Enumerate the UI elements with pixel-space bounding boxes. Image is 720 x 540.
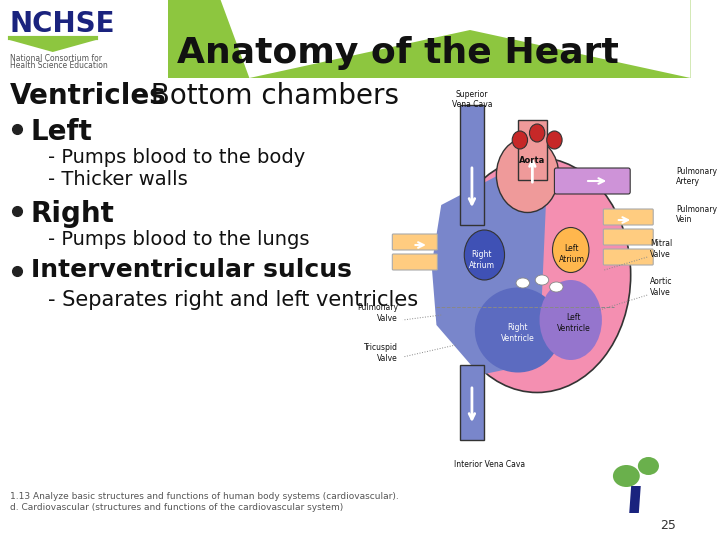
Text: Right
Atrium: Right Atrium bbox=[469, 251, 495, 269]
Polygon shape bbox=[432, 165, 546, 375]
Text: Anatomy of the Heart: Anatomy of the Heart bbox=[177, 36, 619, 70]
Text: 1.13 Analyze basic structures and functions of human body systems (cardiovascula: 1.13 Analyze basic structures and functi… bbox=[9, 492, 398, 501]
Polygon shape bbox=[9, 40, 96, 52]
Text: 25: 25 bbox=[660, 519, 676, 532]
FancyBboxPatch shape bbox=[603, 249, 653, 265]
Text: - Bottom chambers: - Bottom chambers bbox=[123, 82, 399, 110]
Text: Interventricular sulcus: Interventricular sulcus bbox=[31, 258, 351, 282]
FancyBboxPatch shape bbox=[554, 168, 630, 194]
Text: Aortic
Valve: Aortic Valve bbox=[650, 278, 672, 296]
Text: Interior Vena Cava: Interior Vena Cava bbox=[454, 460, 525, 469]
FancyBboxPatch shape bbox=[460, 365, 485, 440]
Ellipse shape bbox=[464, 230, 505, 280]
Text: Pulmonary
Valve: Pulmonary Valve bbox=[357, 303, 398, 323]
FancyBboxPatch shape bbox=[603, 209, 653, 225]
FancyBboxPatch shape bbox=[518, 120, 546, 180]
FancyBboxPatch shape bbox=[460, 105, 485, 225]
Text: Health Science Education: Health Science Education bbox=[9, 61, 107, 70]
Text: - Pumps blood to the body: - Pumps blood to the body bbox=[48, 148, 305, 167]
Text: Left: Left bbox=[31, 118, 93, 146]
Ellipse shape bbox=[512, 131, 528, 149]
Text: - Thicker walls: - Thicker walls bbox=[48, 170, 188, 189]
Text: Pulmonary
Artery: Pulmonary Artery bbox=[676, 167, 717, 186]
Text: Right: Right bbox=[31, 200, 114, 228]
Text: National Consortium for: National Consortium for bbox=[9, 54, 102, 63]
FancyBboxPatch shape bbox=[0, 0, 168, 78]
Text: Pulmonary
Vein: Pulmonary Vein bbox=[676, 205, 717, 225]
Text: Left
Ventricle: Left Ventricle bbox=[557, 313, 590, 333]
Polygon shape bbox=[220, 0, 690, 78]
Ellipse shape bbox=[549, 282, 563, 292]
Text: Left
Atrium: Left Atrium bbox=[559, 244, 585, 264]
Ellipse shape bbox=[444, 158, 631, 393]
Polygon shape bbox=[629, 486, 641, 513]
FancyBboxPatch shape bbox=[392, 254, 437, 270]
Text: Mitral
Valve: Mitral Valve bbox=[650, 239, 672, 259]
Text: - Pumps blood to the lungs: - Pumps blood to the lungs bbox=[48, 230, 310, 249]
Ellipse shape bbox=[516, 278, 529, 288]
FancyBboxPatch shape bbox=[603, 229, 653, 245]
Ellipse shape bbox=[546, 131, 562, 149]
Text: NCHSE: NCHSE bbox=[9, 10, 115, 38]
Ellipse shape bbox=[638, 457, 659, 475]
Text: d. Cardiovascular (structures and functions of the cardiovascular system): d. Cardiovascular (structures and functi… bbox=[9, 503, 343, 512]
Ellipse shape bbox=[552, 227, 589, 273]
Text: - Separates right and left ventricles: - Separates right and left ventricles bbox=[48, 290, 418, 310]
Ellipse shape bbox=[529, 124, 545, 142]
Ellipse shape bbox=[613, 465, 640, 487]
Text: Superior
Vena Cava: Superior Vena Cava bbox=[451, 90, 492, 110]
Ellipse shape bbox=[474, 287, 561, 373]
FancyBboxPatch shape bbox=[0, 0, 690, 78]
Text: Aorta: Aorta bbox=[519, 156, 546, 165]
Text: Tricuspid
Valve: Tricuspid Valve bbox=[364, 343, 398, 363]
Ellipse shape bbox=[539, 280, 602, 360]
FancyBboxPatch shape bbox=[392, 234, 437, 250]
Text: Ventricles: Ventricles bbox=[9, 82, 166, 110]
Text: Right
Ventricle: Right Ventricle bbox=[501, 323, 535, 343]
Ellipse shape bbox=[535, 275, 549, 285]
Ellipse shape bbox=[496, 138, 559, 213]
